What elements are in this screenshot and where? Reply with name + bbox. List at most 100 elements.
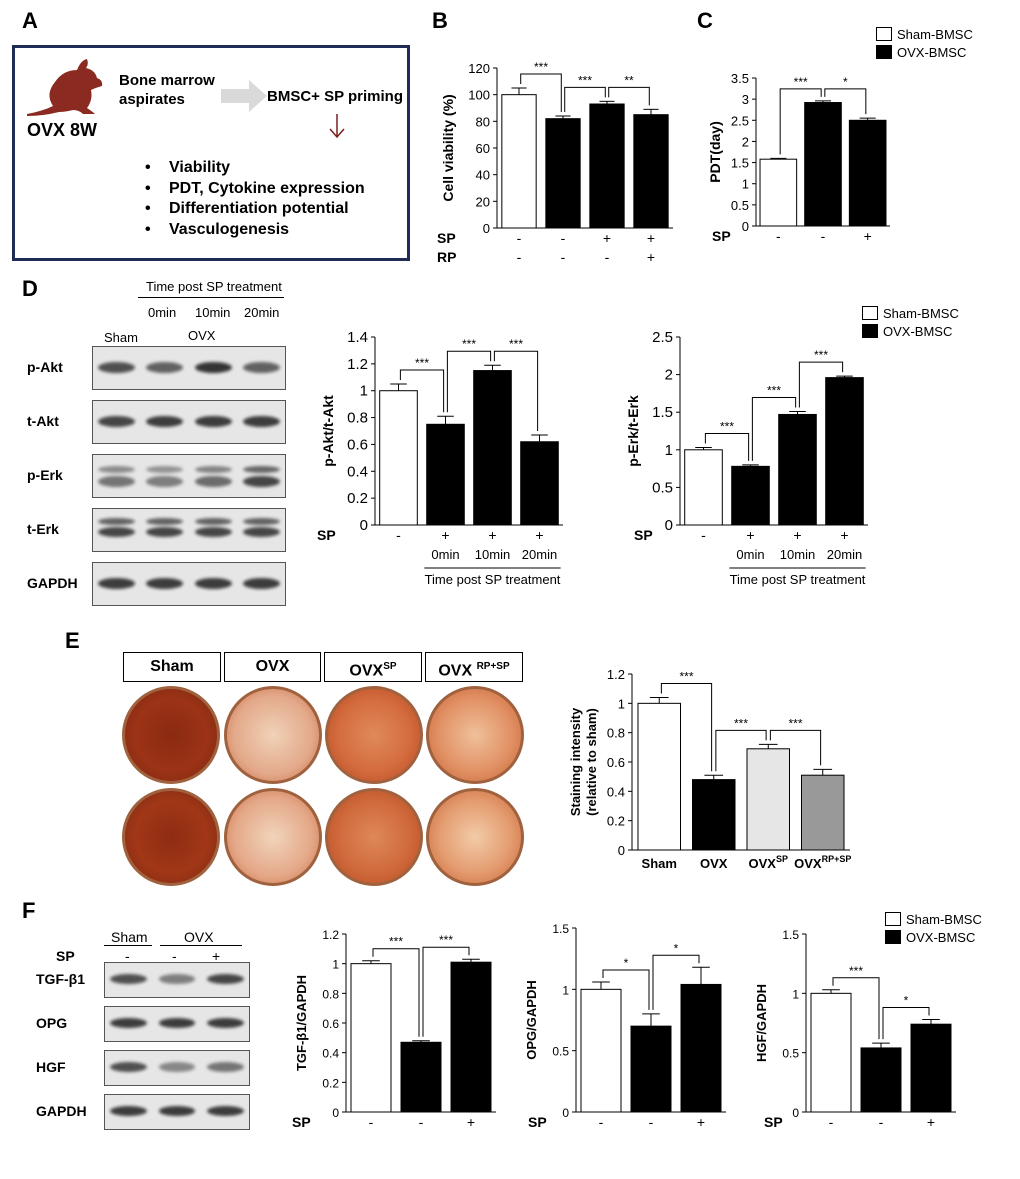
- y-axis-label: TGF-β1/GAPDH: [294, 975, 309, 1071]
- blot-band: [158, 1106, 196, 1116]
- blot-band: [97, 518, 135, 525]
- panel-label-b: B: [432, 8, 448, 33]
- y-tick-label: 1.4: [347, 329, 368, 346]
- y-tick-label: 0: [792, 1106, 799, 1120]
- y-tick-label: 0: [618, 843, 625, 858]
- significance-label: ***: [814, 348, 828, 362]
- factor-row-value: +: [840, 527, 848, 543]
- bar: [426, 423, 465, 526]
- y-tick-label: 1.2: [607, 667, 625, 682]
- y-tick-label: 40: [476, 168, 490, 183]
- bar: [684, 449, 723, 526]
- y-tick-label: 0.6: [322, 1017, 339, 1031]
- blot-band: [194, 476, 232, 487]
- bar: [759, 158, 798, 227]
- blot-header-line: [138, 297, 284, 298]
- y-tick-label: 0.5: [652, 479, 673, 496]
- bar: [637, 702, 682, 851]
- blot-band: [207, 1062, 245, 1072]
- blot-band: [207, 974, 245, 984]
- factor-row-value: -: [369, 1114, 374, 1130]
- factor-row-value: +: [441, 527, 449, 543]
- factor-row-value: +: [864, 228, 872, 244]
- stained-dish: [122, 686, 220, 784]
- chart-staining-intensity: 0 0.2 0.4 0.6 0.8 1 1.2 Staining intensity (rela…: [568, 667, 851, 871]
- y-tick-label: 20: [476, 194, 490, 209]
- blot-f-row-label: HGF: [36, 1059, 66, 1075]
- bar: [450, 961, 492, 1113]
- category-label: 0min: [431, 547, 459, 562]
- blot-group-label: Sham: [111, 929, 148, 945]
- significance-label: ***: [415, 356, 429, 370]
- factor-row-value: -: [396, 527, 401, 543]
- blot-f-row-label: TGF-β1: [36, 971, 85, 987]
- factor-row-value: -: [517, 230, 522, 246]
- y-tick-label: 120: [468, 61, 490, 76]
- y-tick-label: 0.8: [322, 987, 339, 1001]
- blot-band: [146, 518, 184, 525]
- factor-row-label: RP: [437, 249, 456, 265]
- bar: [848, 119, 887, 227]
- category-label: OVXRP+SP: [794, 854, 851, 871]
- blot-f-row-label: OPG: [36, 1015, 68, 1031]
- factor-row-value: -: [821, 228, 826, 244]
- bar: [746, 748, 791, 851]
- y-tick-label: 0.2: [322, 1076, 339, 1090]
- significance-label: ***: [578, 73, 592, 87]
- y-axis-label: Staining intensity: [568, 707, 583, 816]
- blot-band: [243, 416, 281, 427]
- factor-row-value: -: [879, 1114, 884, 1130]
- panel-label-c: C: [697, 8, 713, 33]
- step1-label: Bone marrow: [119, 72, 215, 89]
- significance-label: ***: [462, 337, 476, 351]
- factor-row-value: +: [467, 1114, 475, 1130]
- chart-opg: 0 0.5 1 1.5 OPG/GAPDH * * SP - - +: [524, 922, 726, 1130]
- bar: [910, 1023, 952, 1113]
- legend-f: Sham-BMSC OVX-BMSC: [885, 910, 982, 946]
- legend-swatch: [885, 930, 901, 944]
- blot-band: [194, 578, 232, 589]
- blot-band: [97, 466, 135, 473]
- blot-time-label: 0min: [148, 305, 177, 320]
- significance-bracket: [798, 361, 844, 408]
- blot-header-d: Time post SP treatment: [146, 279, 282, 294]
- significance-label: ***: [788, 716, 802, 730]
- significance-label: ***: [734, 716, 748, 730]
- step1b-label: aspirates: [119, 91, 185, 108]
- factor-row-value: +: [488, 527, 496, 543]
- bar: [680, 983, 722, 1113]
- significance-label: ***: [849, 964, 863, 978]
- significance-bracket: [715, 729, 767, 772]
- chart-tgf-b1: 0 0.2 0.4 0.6 0.8 1 1.2 TGF-β1/GAPDH *** *** SP - - +: [292, 928, 496, 1130]
- category-label: OVX: [700, 856, 728, 871]
- bar: [630, 1025, 672, 1113]
- legend-item: Sham-BMSC: [862, 304, 959, 322]
- significance-label: *: [843, 75, 848, 89]
- y-tick-label: 1: [742, 177, 749, 192]
- significance-bracket: [751, 396, 797, 461]
- factor-row-label: SP: [712, 228, 731, 244]
- factor-row-label: SP: [292, 1114, 311, 1130]
- legend-item: OVX-BMSC: [885, 928, 982, 946]
- y-tick-label: 1: [360, 383, 368, 400]
- blot-band: [109, 974, 147, 984]
- blot-time-label: 10min: [195, 305, 231, 320]
- y-axis-label: p-Erk/t-Erk: [625, 395, 641, 467]
- chart-p-erk: 0 0.5 1 1.5 2 2.5 p-Erk/t-Erk *** *** *** SP - + + +0m…: [625, 329, 868, 587]
- y-axis-label: OPG/GAPDH: [524, 980, 539, 1059]
- panel-label-a: A: [22, 8, 38, 33]
- y-tick-label: 0.5: [782, 1047, 799, 1061]
- blot-d-row-label: p-Erk: [27, 467, 63, 483]
- category-label: OVXSP: [749, 854, 788, 871]
- significance-bracket: [704, 433, 750, 461]
- blot-time-label: 20min: [244, 305, 280, 320]
- factor-row-label: SP: [317, 527, 336, 543]
- category-label: 10min: [780, 547, 815, 562]
- factor-row-value: -: [517, 249, 522, 265]
- blot-band: [194, 362, 232, 373]
- significance-label: ***: [389, 935, 403, 949]
- bullet-item: • Differentiation potential: [145, 200, 349, 217]
- y-axis-label: PDT(day): [710, 121, 723, 182]
- significance-bracket: [399, 369, 445, 413]
